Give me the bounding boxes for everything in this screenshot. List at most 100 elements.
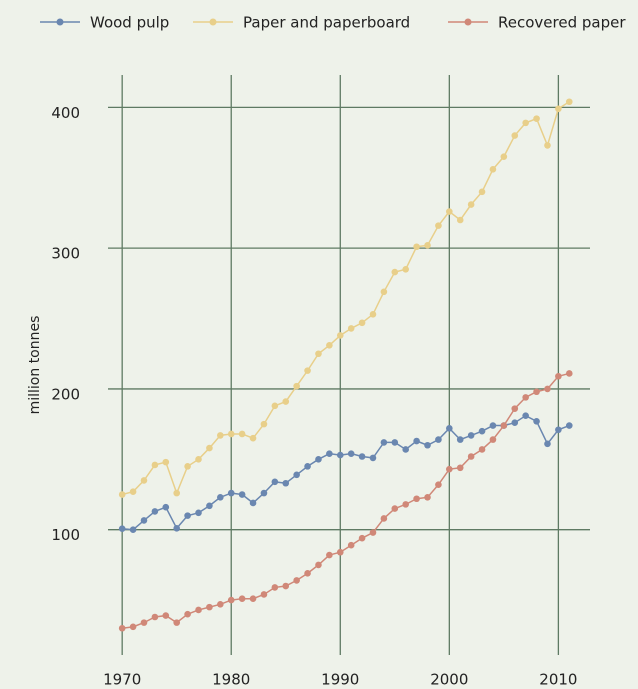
data-point	[456, 216, 464, 224]
data-point	[140, 619, 148, 626]
data-point	[446, 208, 453, 215]
data-point	[456, 436, 464, 443]
data-point	[238, 430, 246, 438]
data-point	[424, 441, 431, 449]
data-point	[162, 458, 170, 466]
data-point	[380, 288, 388, 296]
data-point	[544, 385, 551, 393]
data-point	[435, 436, 442, 443]
data-point	[369, 454, 377, 462]
data-point	[402, 446, 410, 453]
data-point	[173, 489, 181, 497]
x-tick-label: 2010	[539, 671, 577, 689]
data-point	[206, 502, 213, 510]
data-point	[522, 412, 529, 419]
data-point	[260, 591, 268, 598]
data-point	[446, 425, 453, 432]
data-point	[555, 426, 562, 434]
data-point	[435, 481, 442, 488]
y-tick-label: 200	[51, 385, 80, 403]
data-point	[184, 512, 191, 519]
x-tick-label: 2000	[430, 671, 468, 689]
x-tick-label: 1980	[212, 671, 250, 689]
data-point	[336, 332, 344, 339]
data-point	[380, 439, 388, 446]
data-point	[304, 367, 311, 374]
data-point	[326, 551, 333, 559]
data-point	[533, 388, 540, 396]
data-point	[195, 606, 202, 614]
data-point	[227, 489, 235, 497]
data-point	[293, 471, 300, 479]
data-point	[446, 465, 453, 473]
y-tick-label: 100	[51, 526, 80, 544]
data-point	[217, 494, 224, 501]
legend-label: Wood pulp	[90, 14, 169, 32]
data-point	[544, 142, 551, 149]
data-point	[140, 517, 148, 524]
legend-dot	[56, 18, 64, 26]
data-point	[293, 577, 300, 584]
legend-dot	[209, 18, 217, 26]
series-line	[122, 414, 570, 531]
data-point	[227, 430, 235, 438]
data-point	[369, 529, 377, 536]
data-point	[304, 463, 311, 470]
y-axis-label: million tonnes	[27, 316, 43, 415]
series-line	[121, 101, 570, 496]
data-point	[511, 405, 519, 412]
data-point	[249, 499, 257, 507]
data-point	[358, 453, 366, 460]
data-point	[347, 450, 355, 457]
data-point	[129, 526, 137, 534]
data-point	[282, 582, 290, 590]
data-point	[565, 98, 573, 106]
data-point	[424, 494, 431, 501]
data-point	[511, 419, 519, 427]
data-point	[402, 501, 410, 508]
data-point	[413, 495, 420, 503]
data-point	[162, 503, 170, 511]
data-point	[184, 463, 191, 470]
legend-label: Recovered paper	[498, 14, 626, 32]
data-point	[227, 596, 235, 604]
data-point	[533, 115, 540, 122]
data-point	[162, 612, 170, 619]
data-point	[315, 456, 322, 463]
data-point	[358, 534, 366, 542]
data-point	[489, 422, 497, 429]
data-point	[238, 491, 246, 498]
data-point	[347, 541, 355, 549]
data-point	[206, 444, 213, 452]
x-tick-label: 1970	[103, 671, 141, 689]
series-line	[122, 372, 570, 629]
data-point	[260, 489, 268, 497]
data-point	[271, 478, 279, 486]
data-point	[336, 548, 344, 556]
data-point	[260, 420, 268, 428]
data-point	[118, 525, 126, 533]
data-point	[129, 623, 137, 631]
data-point	[467, 432, 475, 439]
data-point	[249, 434, 257, 442]
data-point	[478, 446, 486, 453]
data-point	[326, 341, 333, 349]
data-point	[478, 188, 486, 196]
data-point	[555, 105, 562, 113]
data-point	[500, 422, 508, 429]
data-point	[511, 132, 519, 139]
data-point	[282, 479, 290, 487]
legend-dot	[464, 18, 472, 26]
data-point	[555, 372, 562, 380]
data-point	[184, 610, 191, 618]
data-point	[565, 422, 573, 429]
data-point	[271, 584, 279, 591]
data-point	[544, 440, 551, 448]
data-point	[282, 398, 290, 405]
data-point	[315, 561, 322, 569]
data-point	[413, 243, 420, 251]
data-point	[118, 624, 126, 632]
data-point	[391, 268, 399, 276]
data-point	[500, 153, 508, 160]
data-point	[358, 319, 366, 327]
